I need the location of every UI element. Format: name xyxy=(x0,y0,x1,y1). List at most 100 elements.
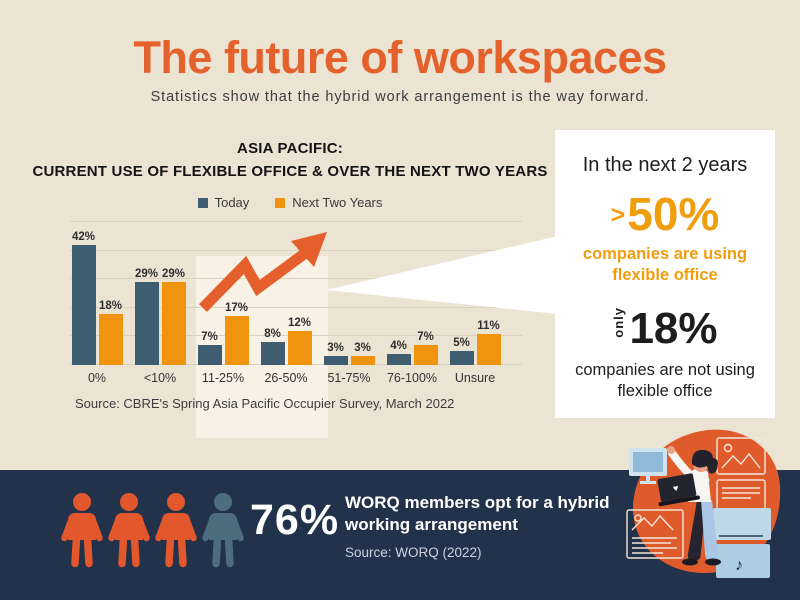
monitor-icon xyxy=(629,448,667,484)
bar-group: 5% 11% Unsure xyxy=(449,222,501,385)
chart-source: Source: CBRE's Spring Asia Pacific Occup… xyxy=(75,396,455,411)
bar-today xyxy=(71,244,96,365)
bar-next-two-years xyxy=(413,344,438,365)
page-subtitle: Statistics show that the hybrid work arr… xyxy=(150,89,650,105)
x-axis-label: 0% xyxy=(87,371,107,385)
legend-label: Next Two Years xyxy=(292,195,383,210)
gridline xyxy=(70,306,522,308)
bar-value-label: 5% xyxy=(453,336,470,349)
person-icon xyxy=(206,493,241,564)
bar-value-label: 17% xyxy=(224,302,249,315)
callout-beam-shape xyxy=(326,236,558,314)
callout-stat-not-flexible-value: 18% xyxy=(629,303,718,353)
bar-group: 29% 29% <10% xyxy=(134,222,186,385)
gridline xyxy=(70,278,522,280)
chart-title-line1: ASIA PACIFIC: xyxy=(237,140,343,157)
legend-swatch xyxy=(275,197,286,208)
bar-column: 5% xyxy=(449,336,474,365)
bar-column: 7% xyxy=(197,330,222,365)
bar-column: 29% xyxy=(134,268,159,365)
legend-item: Today xyxy=(197,195,250,210)
bar-group: 4% 7% 76-100% xyxy=(386,222,438,385)
worq-stat-value: 76% xyxy=(250,496,340,544)
legend-item: Next Two Years xyxy=(275,195,382,210)
worq-message: WORQ members opt for a hybrid working ar… xyxy=(345,493,610,535)
callout-stat-not-flexible: only18% xyxy=(555,303,775,353)
bar-today xyxy=(260,342,285,365)
bar-value-label: 7% xyxy=(201,330,218,343)
x-axis-label: Unsure xyxy=(454,371,496,385)
bar-next-two-years xyxy=(161,282,186,365)
bar-column: 3% xyxy=(350,342,375,365)
music-note-icon: ♪ xyxy=(735,557,743,574)
legend-swatch xyxy=(197,197,208,208)
trend-arrow-icon xyxy=(199,232,327,312)
bar-column: 18% xyxy=(98,299,123,365)
bar-group: 7% 17% 11-25% xyxy=(197,222,249,385)
bar-column: 11% xyxy=(476,319,501,365)
bar-value-label: 8% xyxy=(264,328,281,341)
bar-next-two-years xyxy=(476,333,501,365)
bar-today xyxy=(323,356,348,365)
callout-heading: In the next 2 years xyxy=(582,154,748,176)
bar-value-label: 3% xyxy=(327,342,344,355)
bar-next-two-years xyxy=(224,316,249,365)
callout-card: In the next 2 years >50% companies are u… xyxy=(555,130,775,418)
callout-stat-flexible-value: 50% xyxy=(627,188,720,240)
bar-column: 12% xyxy=(287,316,312,365)
greater-than-sign: > xyxy=(610,201,626,229)
bar-group: 42% 18% 0% xyxy=(71,222,123,385)
bar-value-label: 7% xyxy=(417,330,434,343)
callout-caption-not-flexible: companies are not using flexible office xyxy=(575,360,755,401)
person-icon xyxy=(159,493,194,564)
bar-column: 42% xyxy=(71,230,96,365)
bar-group: 8% 12% 26-50% xyxy=(260,222,312,385)
worq-source: Source: WORQ (2022) xyxy=(345,545,482,561)
bar-value-label: 29% xyxy=(161,268,186,281)
x-axis-label: 76-100% xyxy=(386,371,438,385)
bar-column: 3% xyxy=(323,342,348,365)
bar-next-two-years xyxy=(287,330,312,365)
x-axis-label: 26-50% xyxy=(264,371,308,385)
bar-column: 29% xyxy=(161,268,186,365)
bar-today xyxy=(134,282,159,365)
bar-value-label: 42% xyxy=(71,230,96,243)
callout-stat-flexible: >50% xyxy=(555,191,775,237)
bar-column: 17% xyxy=(224,302,249,365)
bar-next-two-years xyxy=(350,356,375,365)
legend-label: Today xyxy=(214,195,250,210)
bar-today xyxy=(197,344,222,365)
chart-legend: Today Next Two Years xyxy=(20,195,560,210)
chart-title-line2: CURRENT USE OF FLEXIBLE OFFICE & OVER TH… xyxy=(32,162,548,180)
x-axis-label: 51-75% xyxy=(327,371,371,385)
x-axis-label: 11-25% xyxy=(201,371,245,385)
bar-column: 4% xyxy=(386,340,411,365)
bar-today xyxy=(449,350,474,365)
worq-texts: WORQ members opt for a hybrid working ar… xyxy=(345,492,630,560)
bar-column: 8% xyxy=(260,328,285,365)
gridline xyxy=(70,221,522,222)
bar-column: 7% xyxy=(413,330,438,365)
bar-value-label: 29% xyxy=(134,268,159,281)
bar-group: 3% 3% 51-75% xyxy=(323,222,375,385)
bar-value-label: 18% xyxy=(98,299,123,312)
person-with-laptop-illustration: ♪ ♥ xyxy=(626,429,781,578)
person-icon xyxy=(65,493,100,564)
callout-caption-flexible: companies are using flexible office xyxy=(582,245,748,285)
only-label: only xyxy=(611,307,627,338)
bar-value-label: 3% xyxy=(354,342,371,355)
bar-next-two-years xyxy=(98,313,123,365)
svg-text:♥: ♥ xyxy=(672,483,679,494)
page-title: The future of workspaces xyxy=(133,32,667,83)
bar-value-label: 11% xyxy=(477,319,500,332)
chart-title: ASIA PACIFIC: CURRENT USE OF FLEXIBLE OF… xyxy=(20,138,560,183)
bar-value-label: 12% xyxy=(287,316,312,329)
gridline xyxy=(70,249,522,251)
person-figure: ♥ xyxy=(657,446,721,566)
x-axis-label: <10% xyxy=(143,371,177,385)
person-icon xyxy=(112,493,147,564)
bar-today xyxy=(386,353,411,365)
plot-area: 42% 18% 0% 29% 29% <10% 7% 17% 11-25% 8% 12% 26-50%… xyxy=(70,221,522,385)
people-icons xyxy=(60,492,248,570)
